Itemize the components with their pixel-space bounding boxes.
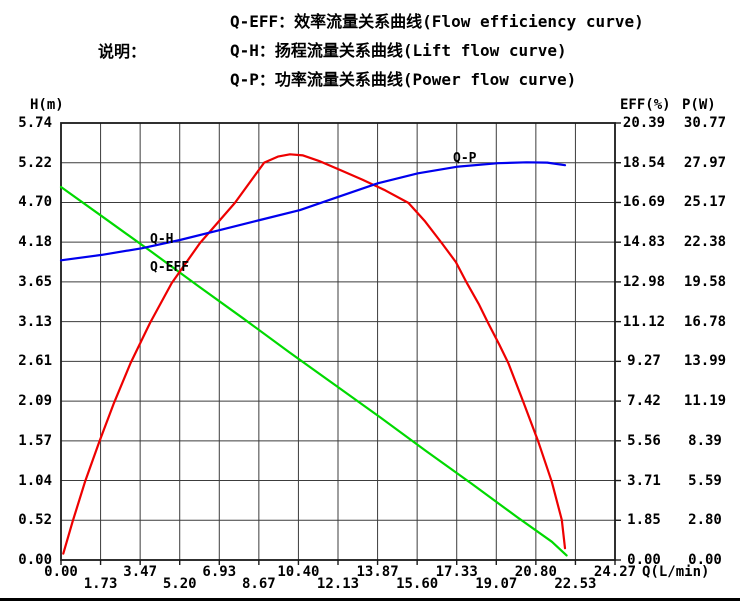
right-p-axis-tick-label: 8.39 — [688, 432, 722, 449]
right-eff-axis-tick-label: 18.54 — [622, 154, 666, 171]
legend-item-qp: Q-P：功率流量关系曲线(Power flow curve) — [230, 70, 577, 89]
curve-label-qeff: Q-EFF — [150, 260, 190, 275]
right-eff-axis-tick-label: 20.39 — [622, 115, 666, 131]
right-eff-axis-tick-label: 0.00 — [627, 552, 661, 568]
x-axis-tick-label: 10.40 — [277, 564, 320, 580]
left-axis-tick-label: 0.00 — [18, 552, 52, 568]
x-axis-tick-label: 20.80 — [514, 564, 557, 580]
right-eff-axis-tick-label: 16.69 — [622, 194, 666, 211]
x-axis-tick-label: 3.47 — [123, 564, 157, 580]
x-axis-tick-label: 6.93 — [202, 564, 237, 580]
right-p-axis-tick-label: 0.00 — [688, 552, 722, 568]
right-p-axis-tick-label: 5.59 — [688, 472, 722, 489]
x-axis-tick-label: 22.53 — [554, 576, 597, 592]
right-p-axis-tick-label: 13.99 — [683, 353, 727, 370]
legend-title: 说明： — [98, 42, 147, 61]
left-axis-tick-label: 5.22 — [18, 154, 52, 171]
x-axis-tick-label: 1.73 — [83, 576, 118, 592]
curve-label-qh: Q-H — [150, 232, 174, 247]
left-axis-tick-label: 1.04 — [18, 472, 52, 489]
left-axis-tick-label: 5.74 — [18, 115, 52, 131]
x-axis-title: Q(L/min) — [642, 564, 710, 580]
x-axis-tick-label: 17.33 — [435, 564, 478, 580]
legend-item-qeff: Q-EFF：效率流量关系曲线(Flow efficiency curve) — [230, 12, 644, 31]
right-axis-title-p: P(W) — [682, 97, 716, 113]
right-eff-axis-tick-label: 11.12 — [622, 313, 666, 330]
right-eff-axis-tick-label: 1.85 — [627, 512, 661, 529]
right-axis-title-eff: EFF(%) — [620, 97, 671, 113]
right-p-axis-tick-label: 19.58 — [683, 273, 727, 290]
x-axis-tick-label: 19.07 — [475, 576, 518, 592]
curve-label-qp: Q-P — [453, 151, 477, 166]
x-axis-tick-label: 5.20 — [162, 576, 197, 592]
curve-q-eff — [62, 153, 567, 555]
x-axis-tick-label: 24.27 — [593, 564, 637, 580]
left-axis-tick-label: 4.18 — [18, 234, 52, 251]
x-axis-tick-label: 0.00 — [44, 564, 78, 580]
bottom-border-line — [0, 598, 740, 601]
right-p-axis-tick-label: 11.19 — [683, 393, 727, 410]
left-axis-tick-label: 2.61 — [18, 353, 52, 370]
left-axis-title: H(m) — [30, 97, 64, 113]
right-eff-axis-tick-label: 3.71 — [627, 472, 661, 489]
left-axis-tick-label: 2.09 — [18, 393, 52, 410]
left-axis-tick-label: 4.70 — [18, 194, 52, 211]
x-axis-tick-label: 12.13 — [316, 576, 360, 592]
left-axis-tick-label: 0.52 — [18, 512, 52, 529]
right-eff-axis-tick-label: 14.83 — [622, 234, 666, 251]
right-p-axis-tick-label: 27.97 — [683, 154, 727, 171]
right-eff-axis-tick-label: 9.27 — [627, 353, 661, 370]
plot-border — [60, 122, 616, 561]
right-eff-axis-tick-label: 12.98 — [622, 273, 666, 290]
curve-q-h — [59, 185, 568, 557]
right-p-axis-tick-label: 16.78 — [683, 313, 727, 330]
right-p-axis-tick-label: 25.17 — [683, 194, 727, 211]
x-axis-tick-label: 8.67 — [241, 576, 276, 592]
legend-item-qh: Q-H：扬程流量关系曲线(Lift flow curve) — [230, 41, 567, 60]
right-eff-axis-tick-label: 7.42 — [627, 393, 661, 410]
right-eff-axis-tick-label: 5.56 — [627, 432, 661, 449]
curve-q-p — [59, 161, 567, 262]
right-p-axis-tick-label: 2.80 — [688, 512, 722, 529]
left-axis-tick-label: 1.57 — [18, 432, 52, 449]
right-p-axis-tick-label: 22.38 — [683, 234, 727, 251]
left-axis-tick-label: 3.65 — [18, 273, 52, 290]
x-axis-tick-label: 13.87 — [356, 564, 399, 580]
x-axis-tick-label: 15.60 — [396, 576, 439, 592]
left-axis-tick-label: 3.13 — [18, 313, 52, 330]
right-p-axis-tick-label: 30.77 — [683, 115, 727, 131]
